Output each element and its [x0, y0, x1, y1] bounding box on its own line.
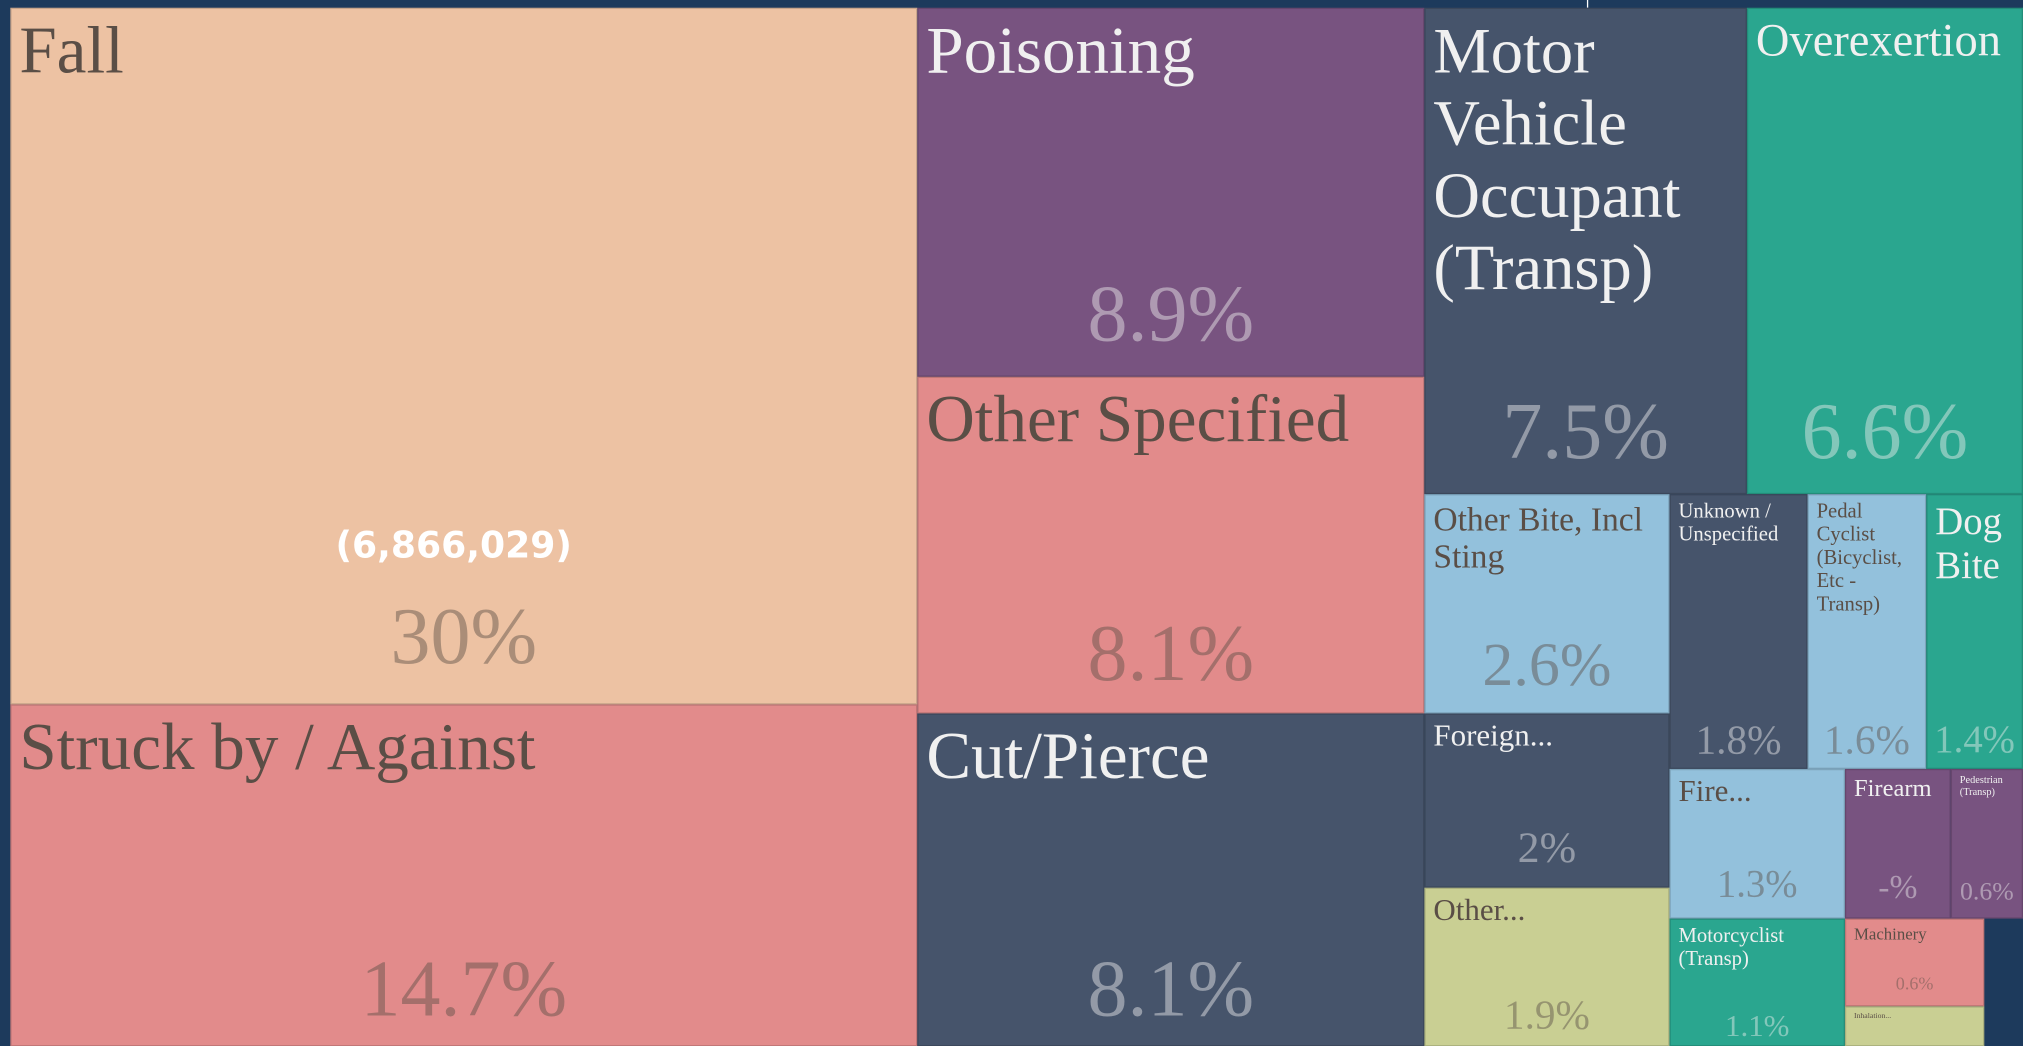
tile-value-label: 7.5% [1502, 388, 1669, 477]
tile-value-label: 0.6% [1895, 975, 1934, 995]
tile-label: Fall [19, 14, 124, 88]
tile: Pedestrian (Transp) 0.6% [1950, 768, 2023, 919]
tile-value-label: 1.9% [1503, 990, 1590, 1038]
tile-label: Other... [1433, 894, 1526, 928]
tile: Fall 30% [10, 7, 918, 705]
tile-label: Cut/Pierce [926, 719, 1210, 794]
tile: Poisoning 8.9% [917, 7, 1425, 377]
tile-value-label: 2% [1517, 824, 1577, 873]
tile-value-label: 2.6% [1482, 630, 1612, 700]
tile-label: Motorcyclist (Transp) [1678, 925, 1785, 971]
tile-value-label: 30% [390, 593, 538, 682]
tile-label: Inhalation... [1853, 1012, 1892, 1021]
tile-value-label: 8.9% [1087, 270, 1255, 359]
tile: Other Bite, Incl Sting 2.6% [1424, 494, 1670, 714]
tile: Motor Vehicle Occupant (Transp) 7.5% [1424, 7, 1747, 495]
tile-value-label: 8.1% [1087, 610, 1255, 698]
tile: Other... 1.9% [1424, 887, 1670, 1046]
tile-label: Struck by / Against [19, 710, 536, 785]
tile: Inhalation... [1844, 1006, 1985, 1046]
tile: Unknown / Unspecified 1.8% [1669, 494, 1808, 769]
tile-label: Pedal Cyclist (Bicyclist, Etc - Transp) [1816, 500, 1903, 615]
tile-label: Unknown / Unspecified [1678, 500, 1779, 546]
tile-label: Fire... [1678, 775, 1752, 809]
tile: Motorcyclist (Transp) 1.1% [1669, 918, 1845, 1046]
tile-value-label: 14.7% [360, 945, 568, 1034]
tile-value-label: 8.1% [1087, 945, 1255, 1034]
tile-value-label: 1.1% [1724, 1010, 1790, 1044]
pointer-line [1586, 0, 1589, 8]
tile: Dog Bite 1.4% [1926, 494, 2023, 769]
tooltip-count: (6,866,029) [335, 523, 572, 567]
tile-value-label: 1.4% [1934, 718, 2015, 762]
tile: Cut/Pierce 8.1% [917, 713, 1425, 1046]
tile: Fire... 1.3% [1669, 768, 1845, 919]
tile-label: Firearm [1853, 775, 1932, 803]
tile-value-label: -% [1878, 868, 1918, 906]
tile-label: Machinery [1853, 923, 1927, 944]
tile-label: Dog Bite [1935, 500, 2002, 587]
tile-value-label: 1.8% [1695, 716, 1782, 763]
tile: Other Specified 8.1% [917, 376, 1425, 714]
tile-value-label: 1.3% [1716, 863, 1798, 906]
tile: Overexertion 6.6% [1746, 7, 2023, 495]
tile-label: Foreign... [1433, 719, 1553, 754]
tile-label: Motor Vehicle Occupant (Transp) [1433, 14, 1681, 304]
tile-label: Overexertion [1755, 14, 2001, 66]
tile-label: Other Specified [926, 383, 1350, 457]
tile: Pedal Cyclist (Bicyclist, Etc - Transp) 1… [1807, 494, 1927, 769]
tile-value-label: 6.6% [1801, 388, 1969, 477]
tile: Struck by / Against 14.7% [10, 704, 918, 1046]
tile: Foreign... 2% [1424, 713, 1670, 888]
tile-label: Pedestrian (Transp) [1959, 774, 2003, 798]
tile-value-label: 1.6% [1823, 716, 1910, 763]
tile-value-label: 0.6% [1959, 877, 2014, 906]
tile-label: Other Bite, Incl Sting [1433, 500, 1643, 576]
tile-label: Poisoning [926, 14, 1195, 88]
tile: Machinery 0.6% [1844, 918, 1985, 1007]
tile: Firearm -% [1844, 768, 1951, 919]
